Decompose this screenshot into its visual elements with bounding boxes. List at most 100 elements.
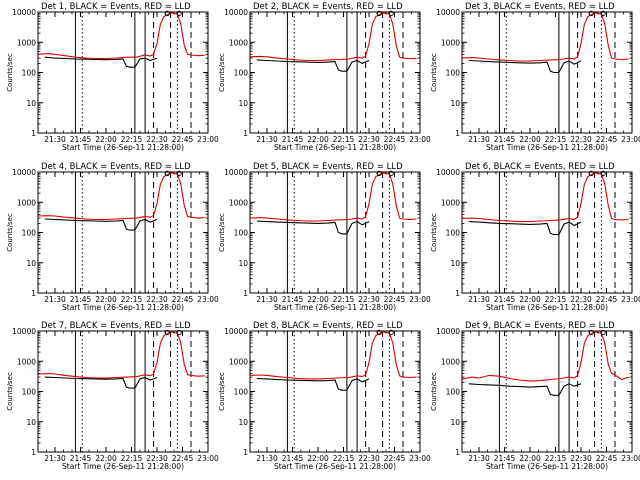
plot-frame	[461, 330, 633, 453]
data-marker	[176, 10, 182, 17]
x-tick-label: 21:45	[70, 135, 92, 144]
x-tick-label: 22:45	[172, 454, 194, 463]
data-marker	[588, 329, 594, 336]
x-tick-label: 22:45	[384, 454, 406, 463]
x-tick-label: 22:15	[121, 454, 143, 463]
plot-frame	[37, 330, 209, 453]
data-marker	[376, 170, 382, 177]
y-tick-label: 10000	[224, 8, 248, 17]
x-tick-label: 22:00	[519, 135, 541, 144]
y-tick-label: 1	[455, 129, 460, 138]
y-tick-label: 10	[26, 418, 36, 427]
y-tick-label: 10000	[436, 327, 460, 336]
x-axis-label: Start Time (26-Sep-11 21:28:00)	[62, 462, 184, 471]
series-line-lld	[462, 12, 629, 62]
x-tick-label: 21:30	[44, 135, 66, 144]
data-marker	[588, 170, 594, 177]
x-tick-label: 23:00	[409, 454, 431, 463]
x-tick-label: 21:45	[282, 295, 304, 304]
x-axis-label: Start Time (26-Sep-11 21:28:00)	[486, 143, 608, 152]
x-tick-label: 22:30	[358, 454, 380, 463]
y-tick-label: 10000	[224, 168, 248, 177]
series-line-events	[256, 377, 370, 391]
data-marker	[176, 170, 182, 177]
y-tick-label: 100	[446, 388, 461, 397]
x-tick-label: 22:15	[121, 295, 143, 304]
data-marker	[164, 329, 170, 336]
x-axis-label: Start Time (26-Sep-11 21:28:00)	[62, 303, 184, 312]
y-tick-label: 1	[31, 448, 36, 457]
series-line-events	[44, 376, 158, 389]
x-tick-label: 22:00	[95, 454, 117, 463]
x-tick-label: 23:00	[197, 135, 219, 144]
y-tick-label: 1	[243, 289, 248, 298]
plot-frame	[37, 11, 209, 134]
plot-frame	[249, 11, 421, 134]
y-tick-label: 1000	[229, 38, 248, 47]
x-tick-label: 23:00	[621, 454, 640, 463]
x-tick-label: 22:30	[146, 135, 168, 144]
x-tick-label: 21:30	[468, 454, 490, 463]
y-tick-label: 1000	[17, 198, 36, 207]
x-tick-label: 22:30	[146, 295, 168, 304]
data-marker	[588, 10, 594, 17]
series-line-events	[468, 221, 582, 236]
x-tick-label: 22:00	[95, 135, 117, 144]
y-tick-label: 10	[238, 418, 248, 427]
x-tick-label: 21:30	[44, 454, 66, 463]
x-tick-label: 21:45	[70, 295, 92, 304]
series-line-events	[256, 220, 370, 235]
y-axis-label: Counts/sec	[218, 372, 226, 411]
panel-title: Det 7, BLACK = Events, RED = LLD	[41, 321, 191, 331]
y-tick-label: 1	[243, 129, 248, 138]
y-tick-label: 1000	[229, 357, 248, 366]
x-tick-label: 22:30	[358, 295, 380, 304]
x-tick-label: 22:30	[570, 295, 592, 304]
series-line-lld	[462, 172, 629, 223]
y-axis-label: Counts/sec	[6, 372, 14, 411]
y-tick-label: 100	[22, 388, 37, 397]
y-tick-label: 1000	[441, 38, 460, 47]
data-marker	[388, 10, 394, 17]
x-tick-label: 22:45	[596, 135, 618, 144]
x-tick-label: 22:15	[333, 135, 355, 144]
x-tick-label: 22:45	[384, 135, 406, 144]
x-tick-label: 23:00	[197, 295, 219, 304]
x-tick-label: 22:30	[570, 454, 592, 463]
x-tick-label: 22:30	[358, 135, 380, 144]
x-tick-label: 21:30	[256, 454, 278, 463]
panel-title: Det 6, BLACK = Events, RED = LLD	[465, 162, 615, 172]
x-tick-label: 21:45	[282, 454, 304, 463]
plot-frame	[461, 171, 633, 294]
x-axis-label: Start Time (26-Sep-11 21:28:00)	[274, 143, 396, 152]
series-line-lld	[250, 12, 417, 62]
plot-frame	[461, 11, 633, 134]
x-tick-label: 23:00	[409, 295, 431, 304]
x-tick-label: 23:00	[409, 135, 431, 144]
y-axis-label: Counts/sec	[6, 53, 14, 92]
x-tick-label: 21:30	[256, 295, 278, 304]
panel-det-2: Det 2, BLACK = Events, RED = LLD 1 10 100 10…	[218, 2, 431, 152]
y-tick-label: 100	[22, 229, 37, 238]
y-tick-label: 10000	[12, 168, 36, 177]
data-marker	[164, 170, 170, 177]
data-marker	[600, 170, 606, 177]
data-marker	[376, 10, 382, 17]
y-tick-label: 1	[31, 129, 36, 138]
x-axis-label: Start Time (26-Sep-11 21:28:00)	[486, 303, 608, 312]
plot-frame	[249, 171, 421, 294]
y-axis-label: Counts/sec	[430, 213, 438, 252]
y-tick-label: 10000	[12, 8, 36, 17]
x-tick-label: 22:00	[519, 454, 541, 463]
panel-title: Det 3, BLACK = Events, RED = LLD	[465, 2, 615, 12]
y-tick-label: 10000	[436, 8, 460, 17]
y-tick-label: 1	[31, 289, 36, 298]
data-marker	[176, 329, 182, 336]
data-marker	[388, 170, 394, 177]
y-axis-label: Counts/sec	[218, 213, 226, 252]
data-marker	[164, 10, 170, 17]
x-tick-label: 22:30	[570, 135, 592, 144]
panel-det-4: Det 4, BLACK = Events, RED = LLD 1 10 100 10…	[6, 162, 219, 312]
y-tick-label: 10	[238, 259, 248, 268]
